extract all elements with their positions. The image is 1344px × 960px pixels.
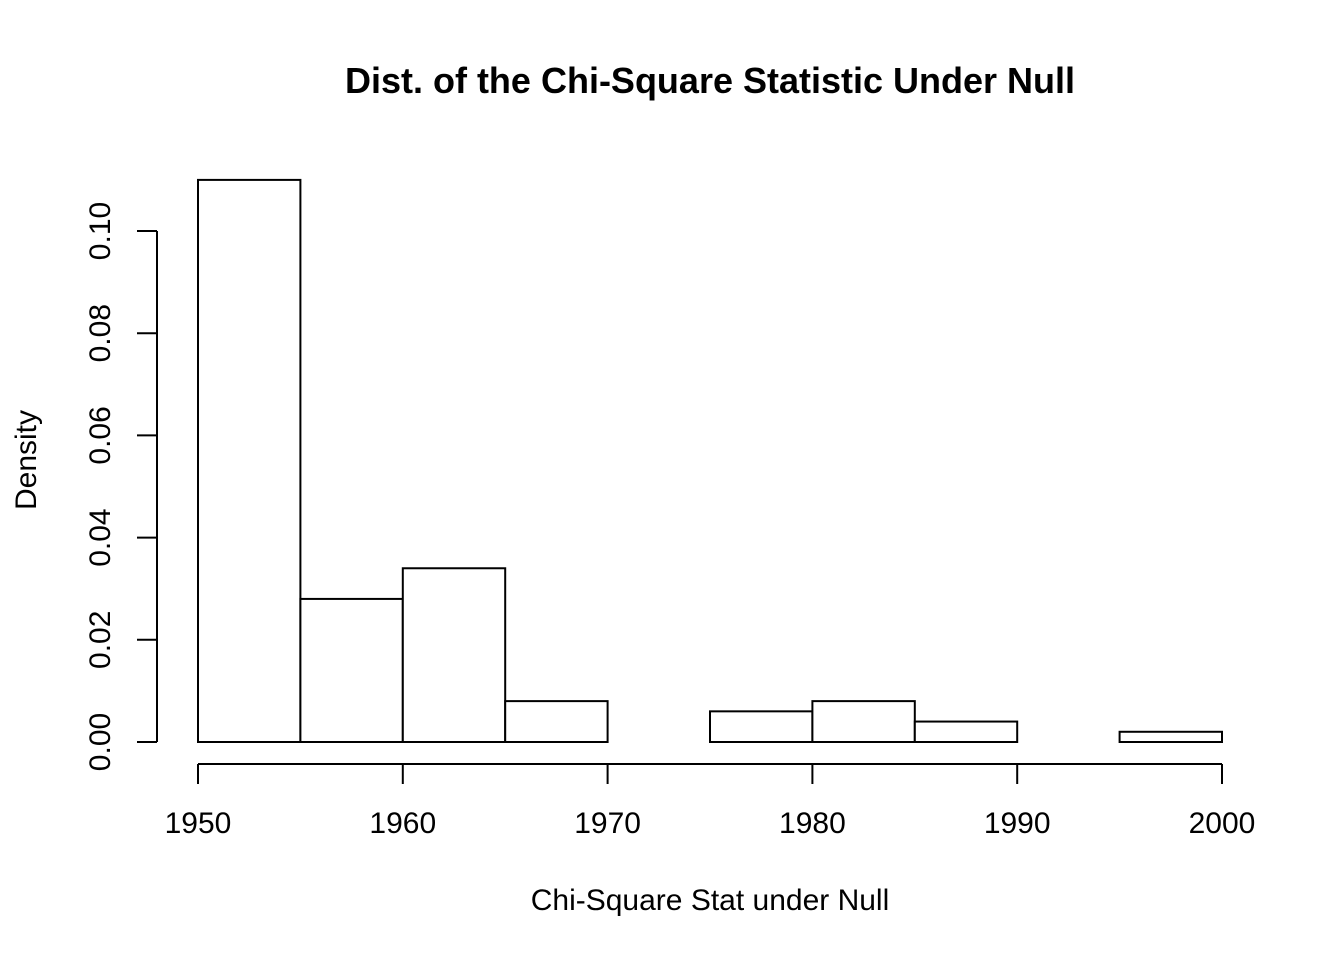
x-tick-label-5: 2000 xyxy=(1189,807,1256,840)
histogram-bar-1 xyxy=(299,597,404,743)
x-tick-label-3: 1980 xyxy=(779,807,846,840)
y-axis: 0.00 0.02 0.04 0.06 0.08 0.10 xyxy=(84,202,158,771)
x-tick-label-0: 1950 xyxy=(165,807,232,840)
y-tick-label-1: 0.02 xyxy=(84,611,117,669)
histogram-bar-2 xyxy=(401,567,507,744)
x-ticks: 1950 1960 1970 1980 1990 2000 xyxy=(165,764,1256,840)
histogram-bar-9 xyxy=(1118,730,1223,744)
histogram-bar-0 xyxy=(197,178,302,743)
x-tick-label-1: 1960 xyxy=(369,807,436,840)
x-axis-label: Chi-Square Stat under Null xyxy=(531,884,890,917)
y-tick-label-2: 0.04 xyxy=(84,508,117,566)
histogram-bar-7 xyxy=(913,720,1019,743)
x-axis: 1950 1960 1970 1980 1990 2000 xyxy=(165,763,1256,840)
histogram-bar-3 xyxy=(504,700,609,743)
x-tick-label-4: 1990 xyxy=(984,807,1051,840)
histogram-bar-5 xyxy=(709,710,814,744)
y-tick-label-5: 0.10 xyxy=(84,202,117,260)
y-tick-label-0: 0.00 xyxy=(84,713,117,771)
y-axis-label: Density xyxy=(10,410,43,510)
histogram-bar-6 xyxy=(811,700,916,743)
x-tick-label-2: 1970 xyxy=(574,807,641,840)
chart-title: Dist. of the Chi-Square Statistic Under … xyxy=(345,60,1075,101)
bars-group xyxy=(197,178,1223,744)
y-tick-label-3: 0.06 xyxy=(84,406,117,464)
y-tick-label-4: 0.08 xyxy=(84,304,117,362)
y-ticks: 0.00 0.02 0.04 0.06 0.08 0.10 xyxy=(84,202,157,771)
